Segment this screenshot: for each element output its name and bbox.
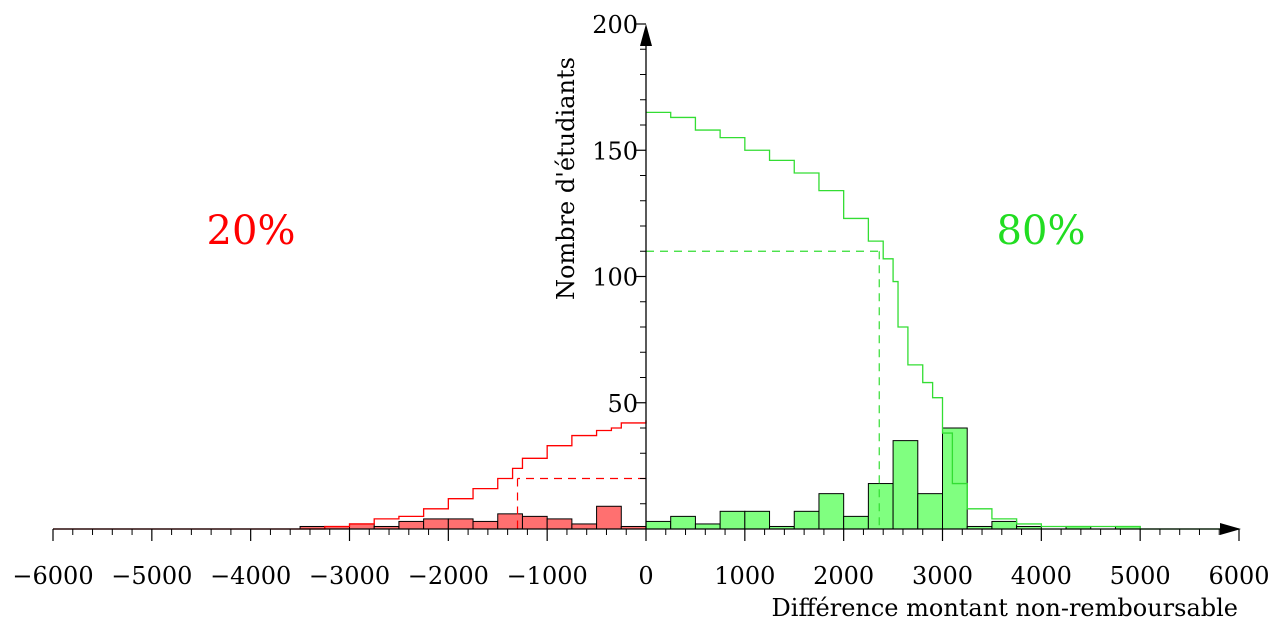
negative-bar <box>497 513 523 530</box>
y-tick-label: 50 <box>607 390 638 418</box>
x-axis-title: Différence montant non-remboursable <box>772 594 1238 618</box>
x-axis-arrow-icon <box>1220 523 1241 535</box>
y-axis-arrow-icon <box>640 24 652 46</box>
positive-bar <box>694 523 721 530</box>
negative-bar <box>472 520 499 530</box>
x-axis-ticks: −6000 −5000 −4000 −3000 −2000 −1000 0 1000 2000 3… <box>12 529 1270 590</box>
y-tick-label: 200 <box>592 11 638 39</box>
positive-bar <box>892 440 919 530</box>
x-tick-label: 1000 <box>714 562 775 590</box>
negative-bar <box>521 515 548 530</box>
y-tick-label: 100 <box>592 264 638 292</box>
positive-bar <box>645 520 672 530</box>
y-axis-ticks: 50 100 150 200 <box>592 11 646 505</box>
negative-share-label: 20% <box>207 208 296 254</box>
positive-bar <box>991 520 1018 530</box>
x-tick-label: −6000 <box>12 562 93 590</box>
positive-share-label: 80% <box>997 208 1086 254</box>
negative-bar <box>349 523 375 530</box>
positive-bar <box>942 427 968 530</box>
positive-cumulative-line <box>646 111 1239 530</box>
positive-bar <box>818 493 845 530</box>
negative-bar <box>546 518 573 530</box>
guide-lines <box>516 250 880 529</box>
x-tick-label: −3000 <box>309 562 390 590</box>
x-tick-label: −2000 <box>408 562 489 590</box>
negative-histogram <box>299 505 647 530</box>
x-tick-label: 0 <box>638 562 653 590</box>
y-tick-label: 150 <box>592 137 638 165</box>
y-axis-title: Nombre d'étudiants <box>552 57 580 300</box>
positive-bar <box>719 510 746 530</box>
x-tick-label: 6000 <box>1208 562 1269 590</box>
negative-bar <box>423 518 449 530</box>
x-tick-label: −5000 <box>111 562 192 590</box>
negative-bar <box>447 518 474 530</box>
negative-bar <box>398 520 425 530</box>
x-tick-label: −1000 <box>507 562 588 590</box>
positive-bar <box>843 515 869 530</box>
positive-bar <box>744 510 771 530</box>
x-tick-label: 3000 <box>912 562 973 590</box>
positive-histogram <box>645 427 1141 530</box>
positive-bar <box>917 493 944 530</box>
positive-bar <box>867 483 894 530</box>
positive-bar <box>793 510 820 530</box>
negative-cumulative-line <box>53 420 647 530</box>
negative-bar <box>571 523 598 530</box>
negative-bar <box>596 505 622 530</box>
positive-bar <box>670 515 696 530</box>
x-tick-label: 2000 <box>813 562 874 590</box>
x-tick-label: −4000 <box>210 562 291 590</box>
x-tick-label: 5000 <box>1110 562 1171 590</box>
x-tick-label: 4000 <box>1011 562 1072 590</box>
